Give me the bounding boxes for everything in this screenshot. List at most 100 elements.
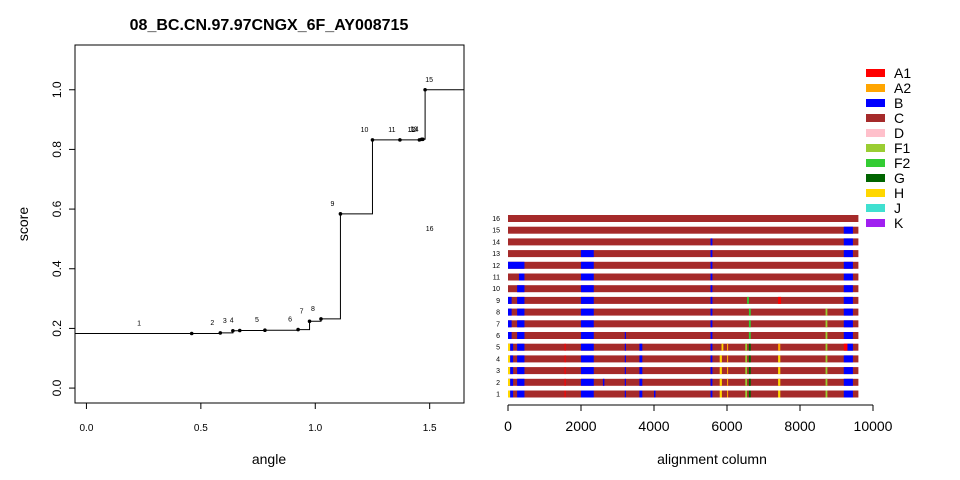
left-x-tick-label: 0.5 bbox=[194, 423, 208, 434]
alignment-segment bbox=[639, 355, 643, 363]
left-x-axis-label: angle bbox=[252, 451, 286, 467]
alignment-segment bbox=[508, 367, 511, 375]
legend-label: F1 bbox=[894, 140, 911, 156]
legend-swatch bbox=[866, 144, 885, 152]
alignment-segment bbox=[719, 355, 722, 363]
alignment-segment bbox=[639, 367, 643, 375]
alignment-bars bbox=[508, 215, 859, 398]
alignment-segment bbox=[847, 343, 853, 351]
legend-swatch bbox=[866, 84, 885, 92]
alignment-segment bbox=[510, 367, 514, 375]
alignment-segment bbox=[581, 296, 594, 304]
left-plot-frame bbox=[74, 44, 465, 404]
alignment-segment bbox=[825, 343, 828, 351]
alignment-segment bbox=[710, 343, 713, 351]
alignment-row-base bbox=[508, 238, 859, 246]
alignment-segment bbox=[825, 308, 828, 316]
left-y-axis: 0.0 0.2 0.4 0.6 0.8 1.0 bbox=[50, 81, 75, 396]
alignment-row-base bbox=[508, 332, 859, 339]
alignment-row-label: 3 bbox=[496, 368, 500, 375]
legend-label: B bbox=[894, 95, 903, 111]
alignment-segment bbox=[843, 308, 853, 316]
legend-label: G bbox=[894, 170, 905, 186]
alignment-segment bbox=[508, 355, 511, 363]
alignment-row-label: 9 bbox=[496, 298, 500, 305]
alignment-segment bbox=[517, 390, 525, 398]
step-point bbox=[231, 329, 235, 333]
alignment-segment bbox=[719, 390, 722, 398]
alignment-segment bbox=[581, 273, 594, 281]
alignment-segment bbox=[745, 378, 748, 386]
alignment-segment bbox=[517, 343, 525, 351]
alignment-segment bbox=[710, 296, 713, 304]
alignment-segment bbox=[719, 378, 722, 386]
alignment-segment bbox=[710, 320, 713, 328]
alignment-segment bbox=[710, 261, 713, 269]
left-y-tick-label: 0.6 bbox=[50, 200, 64, 217]
left-x-axis: 0.0 0.5 1.0 1.5 bbox=[79, 403, 437, 434]
alignment-segment bbox=[564, 343, 566, 351]
alignment-segment bbox=[843, 285, 853, 293]
step-point bbox=[338, 212, 343, 216]
alignment-segment bbox=[843, 367, 853, 375]
alignment-segment bbox=[825, 320, 828, 328]
legend-swatch bbox=[866, 114, 885, 122]
alignment-row-label: 10 bbox=[492, 286, 500, 293]
alignment-segment bbox=[710, 332, 713, 339]
right-x-tick-label: 4000 bbox=[638, 418, 669, 434]
step-line-path bbox=[75, 89, 465, 334]
alignment-row-label: 13 bbox=[492, 251, 500, 258]
alignment-segment bbox=[748, 390, 751, 398]
alignment-segment bbox=[508, 308, 512, 316]
alignment-segment bbox=[639, 343, 643, 351]
legend-label: C bbox=[894, 110, 904, 126]
step-point-label: 2 bbox=[210, 320, 214, 327]
alignment-segment bbox=[508, 332, 512, 339]
alignment-segment bbox=[745, 343, 748, 351]
alignment-row-label: 15 bbox=[492, 228, 500, 235]
alignment-row-base bbox=[508, 390, 859, 398]
step-point-label: 15 bbox=[425, 77, 433, 84]
alignment-segment bbox=[508, 390, 511, 398]
alignment-segment bbox=[624, 332, 626, 339]
left-y-tick-label: 0.4 bbox=[50, 260, 64, 277]
step-point bbox=[237, 328, 242, 333]
step-point-label: 8 bbox=[311, 306, 315, 313]
alignment-segment bbox=[654, 390, 656, 398]
alignment-segment bbox=[710, 308, 713, 316]
alignment-segment bbox=[517, 285, 525, 293]
legend-swatch bbox=[866, 204, 885, 212]
alignment-row-base bbox=[508, 378, 859, 386]
legend-label: J bbox=[894, 200, 901, 216]
alignment-segment bbox=[508, 296, 512, 304]
step-point-label: 13 bbox=[410, 126, 418, 133]
left-y-axis-label: score bbox=[15, 207, 31, 241]
alignment-segment bbox=[721, 343, 724, 351]
alignment-segment bbox=[745, 390, 748, 398]
alignment-row-label: 8 bbox=[496, 310, 500, 317]
step-point bbox=[398, 138, 402, 142]
step-point bbox=[296, 327, 300, 332]
alignment-segment bbox=[639, 378, 643, 386]
alignment-segment bbox=[710, 378, 713, 386]
alignment-segment bbox=[748, 320, 751, 328]
alignment-row-base bbox=[508, 296, 859, 304]
alignment-segment bbox=[748, 343, 751, 351]
alignment-segment bbox=[517, 296, 525, 304]
alignment-segment bbox=[825, 332, 828, 339]
step-point-label: 12 bbox=[407, 127, 415, 134]
alignment-segment bbox=[624, 367, 626, 375]
legend-label: A1 bbox=[894, 65, 911, 81]
alignment-segment bbox=[748, 355, 751, 363]
alignment-segment bbox=[517, 308, 525, 316]
legend-swatch bbox=[866, 99, 885, 107]
legend-swatch bbox=[866, 219, 885, 227]
alignment-segment bbox=[508, 378, 511, 386]
alignment-row-base bbox=[508, 367, 859, 375]
step-point-label: 6 bbox=[288, 317, 292, 324]
alignment-segment bbox=[710, 390, 713, 398]
left-x-tick-label: 1.5 bbox=[423, 423, 437, 434]
alignment-segment bbox=[748, 378, 751, 386]
step-point-label: 4 bbox=[230, 318, 234, 325]
